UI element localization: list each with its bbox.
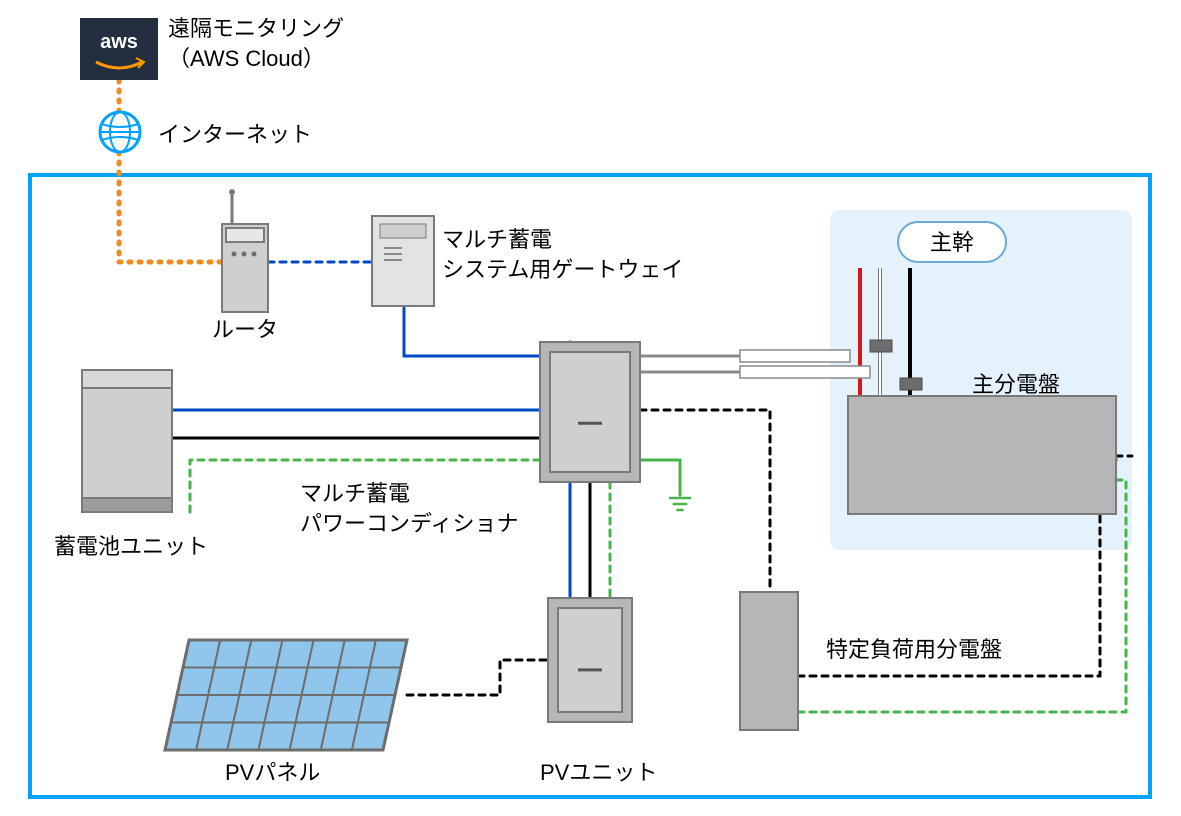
wire-pvpanel-to-pvunit	[407, 660, 548, 695]
label-internet: インターネット	[158, 120, 312, 150]
label-pcs: マルチ蓄電 パワーコンディショナ	[300, 479, 518, 538]
label-pvpanel: PVパネル	[225, 758, 320, 788]
svg-text:aws: aws	[100, 31, 138, 53]
label-router: ルータ	[212, 315, 278, 345]
wire-globe-into-box	[119, 152, 222, 262]
wire-gw-to-pcs-v	[404, 306, 540, 356]
label-battery: 蓄電池ユニット	[54, 532, 208, 562]
wire-pcs-ground-green	[640, 460, 680, 495]
wire-pcs-to-sub-black	[640, 410, 770, 592]
label-gateway: マルチ蓄電 システム用ゲートウェイ	[442, 225, 683, 284]
diagram-root: { "canvas": { "w": 1181, "h": 816, "bg":…	[0, 0, 1181, 816]
label-subboard: 特定負荷用分電盤	[826, 635, 1002, 665]
svg-text:主幹: 主幹	[930, 230, 974, 255]
label-pvunit: PVユニット	[540, 758, 657, 788]
label-board: 主分電盤	[972, 370, 1060, 400]
label-cloud: 遠隔モニタリング （AWS Cloud）	[168, 14, 344, 73]
